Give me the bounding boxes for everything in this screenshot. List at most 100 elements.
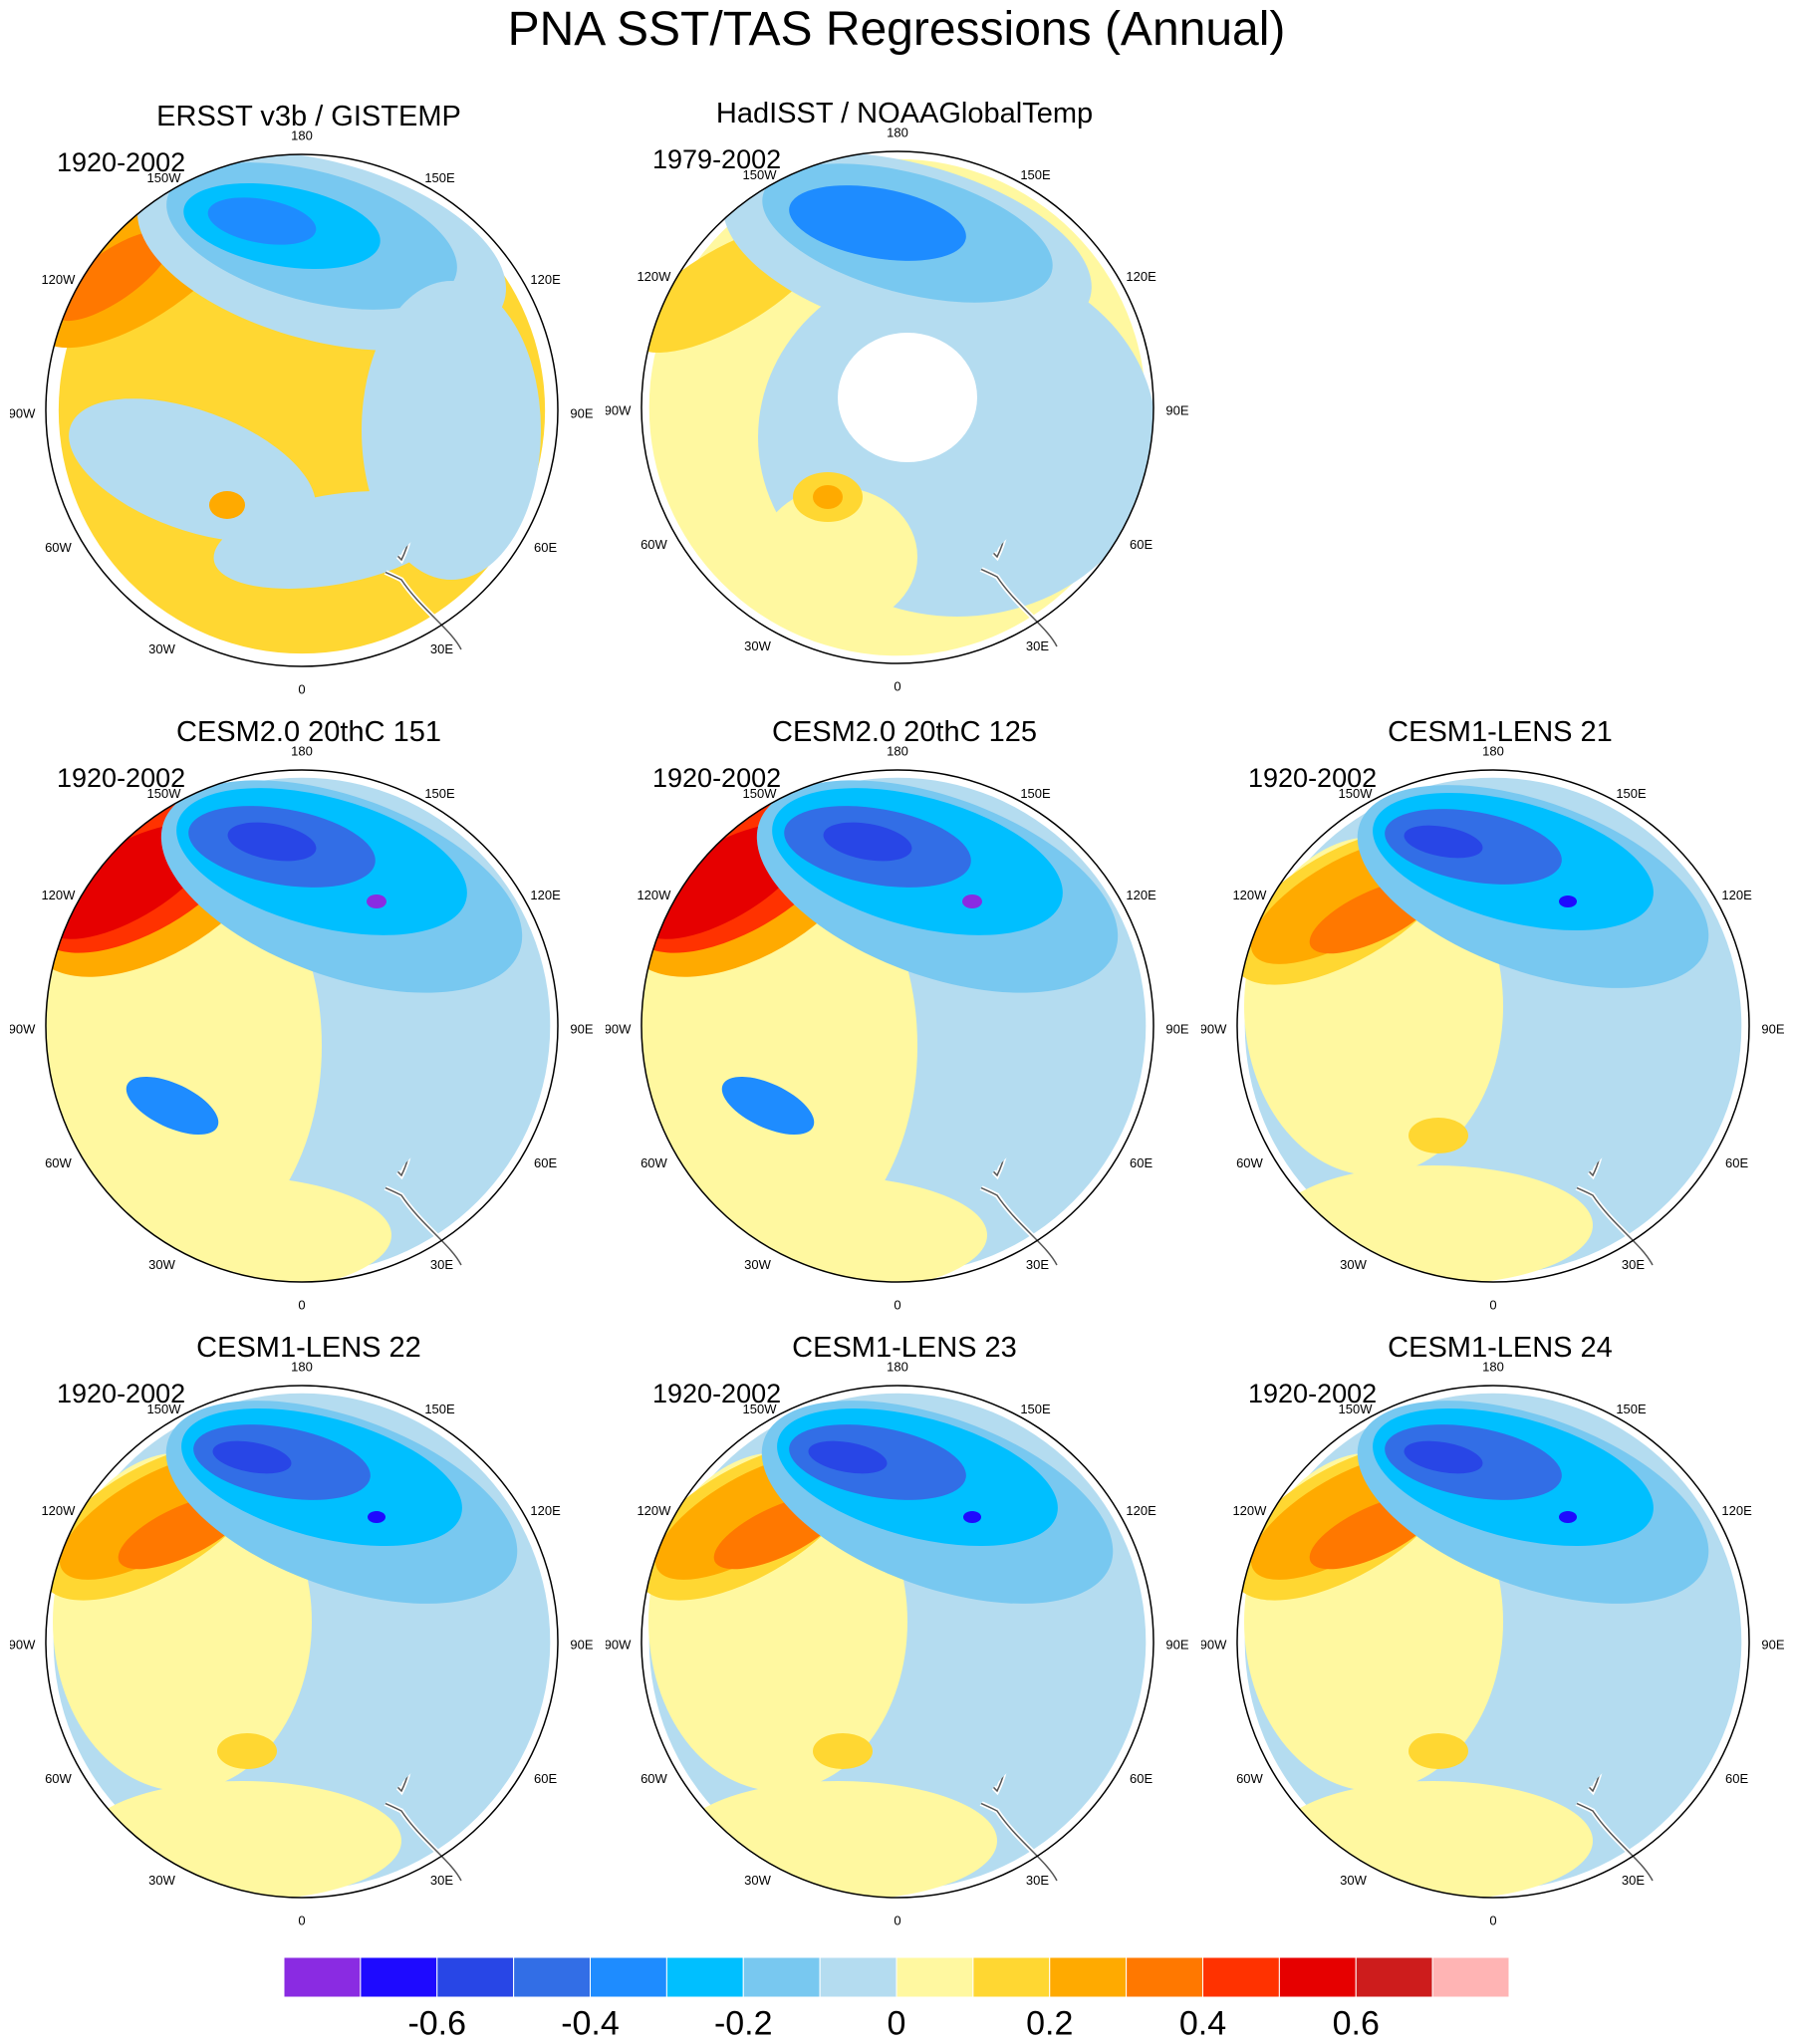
field-cool-centre xyxy=(1404,1440,1483,1474)
longitude-label: 120E xyxy=(530,888,561,902)
longitude-label: 90W xyxy=(1201,1021,1227,1036)
longitude-label: 150W xyxy=(743,167,778,182)
colorbar-swatch xyxy=(590,1957,667,1997)
map-boundary xyxy=(1236,1385,1750,1899)
longitude-label: 150W xyxy=(1339,1402,1374,1416)
longitude-label: 120E xyxy=(1721,888,1752,902)
colorbar-swatch xyxy=(1049,1957,1128,1997)
field-cool-centre xyxy=(227,822,317,862)
field-warm-atlantic xyxy=(1409,1733,1468,1769)
longitude-label: 0 xyxy=(1489,1913,1496,1927)
coastline xyxy=(1529,1145,1654,1266)
map-panel: CESM1-LENS 21 180 150E 120E 90E 60E 30E 0 30W 60W… xyxy=(1201,715,1793,1333)
colorbar-tick-label: -0.4 xyxy=(561,2004,620,2043)
longitude-label: 60W xyxy=(1236,1771,1263,1786)
longitude-label: 180 xyxy=(887,743,908,758)
longitude-label: 120E xyxy=(1721,1503,1752,1518)
longitude-label: 60E xyxy=(534,540,557,555)
coastline xyxy=(338,1760,462,1882)
longitude-label: 90E xyxy=(570,405,593,420)
longitude-label: 180 xyxy=(291,743,313,758)
longitude-label: 150E xyxy=(424,786,455,801)
map-panel: CESM2.0 20thC 151 180 150E 120E 90E 60E 30E 0 30… xyxy=(10,715,608,1333)
longitude-label: 60W xyxy=(640,537,667,552)
field-warm-atlantic xyxy=(813,1733,873,1769)
map-boundary xyxy=(45,769,559,1283)
polar-map: 180 150E 120E 90E 60E 30E 0 30W 60W 90W 120W 150W xyxy=(606,743,1189,1312)
longitude-label: 30W xyxy=(1340,1257,1367,1272)
field-cool-core xyxy=(789,185,966,261)
map-boundary xyxy=(640,1385,1154,1899)
longitude-label: 60W xyxy=(640,1771,667,1786)
field-cool-centre xyxy=(1404,825,1483,859)
longitude-label: 0 xyxy=(894,1297,900,1312)
period-label: 1920-2002 xyxy=(1248,763,1378,793)
panel-title: ERSST v3b / GISTEMP xyxy=(156,101,461,132)
panel-title: CESM1-LENS 22 xyxy=(196,1332,421,1364)
longitude-label: 90W xyxy=(606,1021,632,1036)
polar-map: 180 150E 120E 90E 60E 30E 0 30W 60W 90W 120W 150W xyxy=(606,125,1189,693)
map-panel: CESM1-LENS 24 180 150E 120E 90E 60E 30E 0 30W 60W… xyxy=(1201,1331,1793,1948)
longitude-label: 30E xyxy=(1026,1873,1049,1888)
longitude-label: 90W xyxy=(10,1637,36,1652)
field-positive-south xyxy=(1274,1781,1593,1898)
longitude-label: 0 xyxy=(1489,1297,1496,1312)
field-cool-extreme xyxy=(963,1511,981,1523)
longitude-label: 60E xyxy=(1130,1155,1153,1170)
field-warm-core xyxy=(53,230,172,322)
longitude-label: 150E xyxy=(1020,167,1051,182)
colorbar-swatch xyxy=(819,1957,897,1997)
period-label: 1920-2002 xyxy=(652,763,782,793)
longitude-label: 30W xyxy=(148,641,175,656)
longitude-label: 180 xyxy=(1482,743,1504,758)
longitude-label: 120W xyxy=(41,272,76,287)
field-cool-atlantic xyxy=(69,398,316,542)
map-boundary xyxy=(1236,769,1750,1283)
field-positive-south xyxy=(1274,1165,1593,1282)
period-label: 1920-2002 xyxy=(57,763,186,793)
longitude-label: 180 xyxy=(887,1359,908,1374)
longitude-label: 120W xyxy=(41,1503,76,1518)
longitude-label: 90E xyxy=(1761,1637,1784,1652)
longitude-label: 30E xyxy=(430,1873,453,1888)
period-label: 1920-2002 xyxy=(652,1379,782,1408)
polar-map: 180 150E 120E 90E 60E 30E 0 30W 60W 90W 120W 150W xyxy=(10,128,594,696)
polar-map: 180 150E 120E 90E 60E 30E 0 30W 60W 90W 120W 150W xyxy=(10,1359,594,1927)
longitude-label: 180 xyxy=(887,125,908,139)
longitude-label: 120W xyxy=(1232,888,1267,902)
colorbar-swatch xyxy=(1202,1957,1280,1997)
longitude-label: 150E xyxy=(424,170,455,185)
longitude-label: 120E xyxy=(1126,888,1156,902)
field-cool-centre xyxy=(212,1440,292,1474)
panel-title: CESM1-LENS 24 xyxy=(1388,1332,1613,1364)
panel-title: CESM2.0 20thC 125 xyxy=(772,716,1037,748)
longitude-label: 90W xyxy=(606,1637,632,1652)
polar-map: 180 150E 120E 90E 60E 30E 0 30W 60W 90W 120W 150W xyxy=(1201,743,1785,1312)
longitude-label: 30E xyxy=(430,1257,453,1272)
longitude-label: 30E xyxy=(430,641,453,656)
longitude-label: 60E xyxy=(534,1771,557,1786)
colorbar-swatch xyxy=(436,1957,515,1997)
longitude-label: 30E xyxy=(1622,1873,1645,1888)
field-cool-extreme xyxy=(368,1511,385,1523)
map-panel: CESM1-LENS 22 180 150E 120E 90E 60E 30E 0 30W 60W… xyxy=(10,1331,608,1948)
period-label: 1920-2002 xyxy=(1248,1379,1378,1408)
colorbar-swatch xyxy=(972,1957,1051,1997)
map-panel: CESM2.0 20thC 125 180 150E 120E 90E 60E 30E 0 30… xyxy=(606,715,1203,1333)
field-cool-atlantic xyxy=(126,1076,219,1136)
colorbar-swatch xyxy=(896,1957,974,1997)
longitude-label: 120W xyxy=(637,269,671,284)
longitude-label: 180 xyxy=(291,128,313,142)
field-arctic-missing xyxy=(838,333,977,462)
longitude-label: 120E xyxy=(1126,269,1156,284)
longitude-label: 0 xyxy=(894,1913,900,1927)
field-warm-atlantic xyxy=(217,1733,277,1769)
field-cool-centre xyxy=(808,1440,888,1474)
field-positive-south xyxy=(678,1781,997,1898)
coastline xyxy=(1529,1760,1654,1882)
colorbar-swatch xyxy=(742,1957,821,1997)
longitude-label: 60E xyxy=(1130,537,1153,552)
panel-title: CESM1-LENS 21 xyxy=(1388,716,1613,748)
longitude-label: 60E xyxy=(1130,1771,1153,1786)
longitude-label: 150W xyxy=(743,786,778,801)
